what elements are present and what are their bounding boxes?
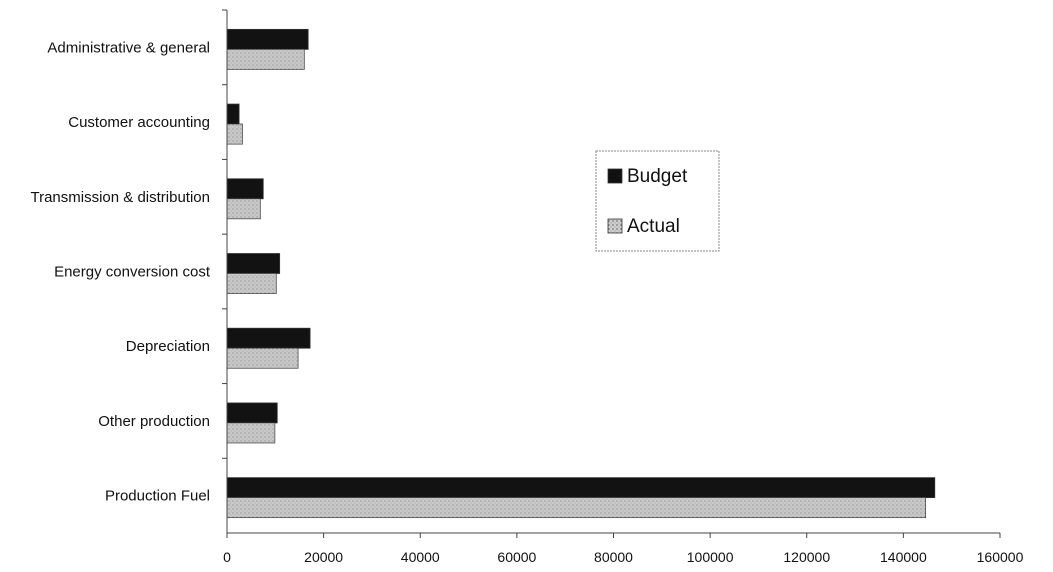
- x-tick-label-100000: 100000: [687, 549, 734, 565]
- legend-label-actual: Actual: [627, 216, 680, 237]
- category-label-administrative-and-general: Administrative & general: [47, 39, 210, 56]
- bar-budget-other-production: [226, 402, 278, 424]
- category-label-customer-accounting: Customer accounting: [68, 114, 210, 131]
- x-tick-label-140000: 140000: [880, 549, 927, 565]
- x-tick-label-60000: 60000: [497, 549, 536, 565]
- category-label-energy-conversion-cost: Energy conversion cost: [54, 264, 211, 281]
- bar-texture-actual-depreciation: [227, 348, 299, 369]
- bar-texture-actual-customer-accounting: [227, 124, 243, 145]
- legend-label-budget: Budget: [627, 166, 688, 187]
- bar-texture-actual-energy-conversion-cost: [227, 273, 277, 294]
- bar-budget-transmission-and-distribution: [226, 178, 264, 200]
- category-label-production-fuel: Production Fuel: [105, 488, 210, 505]
- legend-box: [595, 150, 720, 252]
- axes: Production Fuel Other production Depreciat…: [30, 9, 1024, 565]
- bar-budget-energy-conversion-cost: [226, 253, 281, 274]
- legend-swatch-budget: [607, 168, 623, 184]
- bar-texture-actual-production-fuel: [227, 497, 926, 518]
- legend: Budget Actual: [595, 150, 720, 252]
- category-label-transmission-and-distribution: Transmission & distribution: [30, 189, 210, 206]
- bar-budget-customer-accounting: [226, 103, 240, 125]
- bar-texture-actual-transmission-and-distribution: [227, 198, 261, 219]
- category-label-other-production: Other production: [98, 413, 210, 430]
- x-tick-label-80000: 80000: [594, 549, 633, 565]
- legend-swatch-actual: [607, 218, 623, 234]
- bar-budget-production-fuel: [226, 477, 936, 499]
- x-tick-label-160000: 160000: [977, 549, 1024, 565]
- bar-budget-depreciation: [226, 327, 311, 349]
- category-label-depreciation: Depreciation: [126, 338, 210, 355]
- x-tick-label-20000: 20000: [304, 549, 343, 565]
- bar-texture-actual-administrative-and-general: [227, 49, 305, 70]
- bar-group: [226, 28, 936, 519]
- x-tick-label-40000: 40000: [401, 549, 440, 565]
- x-tick-label-120000: 120000: [783, 549, 830, 565]
- bar-budget-administrative-and-general: [226, 28, 309, 50]
- bar-texture-actual-other-production: [227, 422, 275, 443]
- x-tick-label-0: 0: [223, 549, 231, 565]
